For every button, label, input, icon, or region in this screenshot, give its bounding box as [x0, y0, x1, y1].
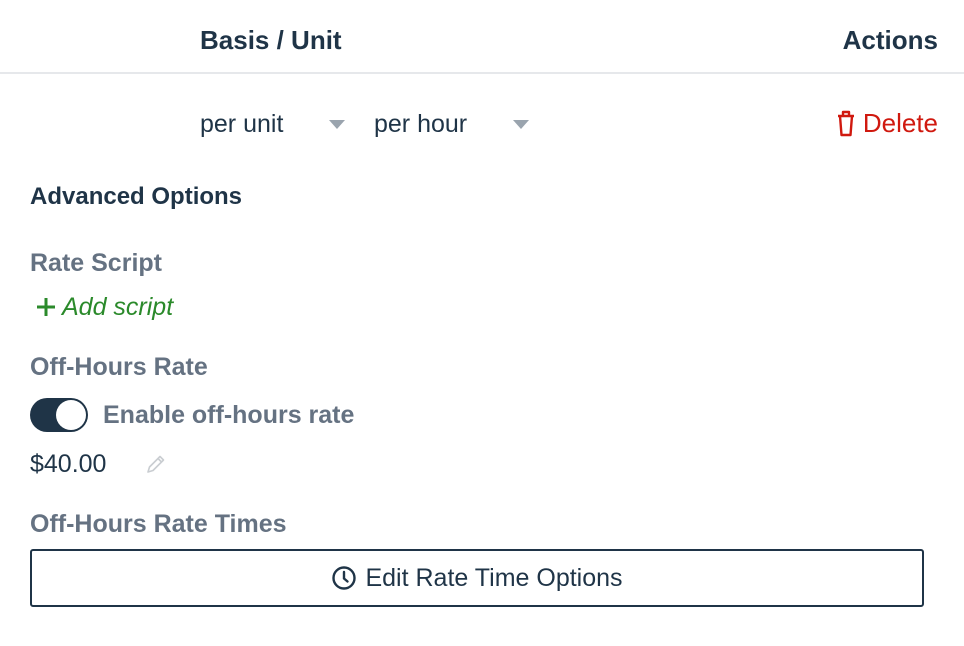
trash-icon [837, 110, 854, 137]
toggle-knob [56, 400, 86, 430]
basis-select[interactable]: per unit [200, 110, 284, 138]
pencil-icon[interactable] [144, 452, 168, 476]
off-hours-rate-label: Off-Hours Rate [30, 353, 208, 381]
off-hours-toggle[interactable] [30, 398, 88, 432]
clock-icon [332, 566, 357, 590]
unit-select[interactable]: per hour [374, 110, 468, 138]
rate-script-label: Rate Script [30, 249, 162, 277]
plus-icon [37, 298, 55, 316]
column-header-basis-unit: Basis / Unit [200, 25, 342, 55]
column-header-actions: Actions [842, 25, 938, 55]
edit-rate-time-options-button[interactable]: Edit Rate Time Options [30, 549, 924, 607]
advanced-options-title: Advanced Options [30, 183, 243, 210]
add-script-label: Add script [62, 293, 174, 321]
off-hours-rate-value: $40.00 [30, 450, 107, 478]
delete-button[interactable]: Delete [835, 108, 938, 138]
off-hours-times-label: Off-Hours Rate Times [30, 510, 287, 538]
enable-off-hours-label[interactable]: Enable off-hours rate [103, 401, 355, 429]
add-script-button[interactable]: Add script [36, 292, 173, 322]
edit-rate-time-options-label: Edit Rate Time Options [365, 563, 623, 592]
caret-down-icon[interactable] [329, 120, 345, 129]
caret-down-icon[interactable] [513, 120, 529, 129]
delete-label: Delete [862, 108, 938, 138]
header-divider [0, 72, 964, 74]
